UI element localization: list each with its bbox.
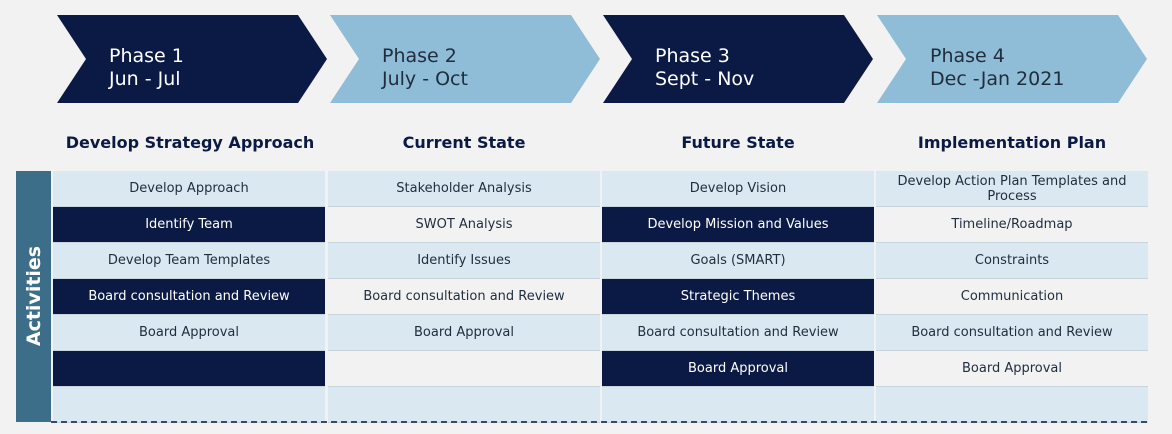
phase-1-label: Phase 1 Jun - Jul xyxy=(109,45,184,91)
activity-cell: Board Approval xyxy=(876,351,1148,387)
activity-column-3: Develop Vision Develop Mission and Values… xyxy=(602,171,874,423)
activity-cell: Communication xyxy=(876,279,1148,315)
empty-cell xyxy=(53,387,325,423)
phase-4-name: Phase 4 xyxy=(930,45,1005,67)
activity-cell: Board Approval xyxy=(328,315,600,351)
phase-3-dates: Sept - Nov xyxy=(655,68,755,90)
activity-cell: Develop Team Templates xyxy=(53,243,325,279)
activity-cell: Board Approval xyxy=(53,315,325,351)
activity-cell: Strategic Themes xyxy=(602,279,874,315)
phase-4-chevron xyxy=(877,15,1147,103)
activity-cell: Stakeholder Analysis xyxy=(328,171,600,207)
activity-cell: Identify Issues xyxy=(328,243,600,279)
activity-cell: Board Approval xyxy=(602,351,874,387)
empty-cell xyxy=(328,351,600,387)
empty-cell xyxy=(876,387,1148,423)
activity-cell: Board consultation and Review xyxy=(876,315,1148,351)
empty-cell xyxy=(328,387,600,423)
phase-3-label: Phase 3 Sept - Nov xyxy=(655,45,754,91)
activity-cell: Develop Approach xyxy=(53,171,325,207)
phase-2-label: Phase 2 July - Oct xyxy=(382,45,468,91)
empty-cell xyxy=(602,387,874,423)
column-title-current-state: Current State xyxy=(402,133,526,152)
activity-cell: Identify Team xyxy=(53,207,325,243)
activity-cell: Board consultation and Review xyxy=(602,315,874,351)
empty-cell xyxy=(53,351,325,387)
activity-column-1: Develop Approach Identify Team Develop Tea… xyxy=(53,171,325,423)
activity-cell: Develop Mission and Values xyxy=(602,207,874,243)
activity-cell: SWOT Analysis xyxy=(328,207,600,243)
activity-cell: Board consultation and Review xyxy=(328,279,600,315)
activity-cell: Board consultation and Review xyxy=(53,279,325,315)
phase-4-label: Phase 4 Dec -Jan 2021 xyxy=(930,45,1064,91)
phase-2-name: Phase 2 xyxy=(382,45,457,67)
phase-chevrons xyxy=(57,15,1147,103)
column-title-strategy: Develop Strategy Approach xyxy=(65,133,315,152)
phase-3-name: Phase 3 xyxy=(655,45,730,67)
phase-2-dates: July - Oct xyxy=(382,68,468,90)
activity-cell: Goals (SMART) xyxy=(602,243,874,279)
phase-3-chevron xyxy=(603,15,873,103)
phase-2-chevron xyxy=(330,15,600,103)
activity-column-2: Stakeholder Analysis SWOT Analysis Identif… xyxy=(328,171,600,423)
activity-column-4: Develop Action Plan Templates and Proces… xyxy=(876,171,1148,423)
activities-sidebar xyxy=(16,171,51,422)
phase-4-dates: Dec -Jan 2021 xyxy=(930,68,1065,90)
activity-cell: Timeline/Roadmap xyxy=(876,207,1148,243)
activity-cell: Constraints xyxy=(876,243,1148,279)
phase-1-chevron xyxy=(57,15,327,103)
column-title-implementation: Implementation Plan xyxy=(917,133,1107,152)
activity-cell: Develop Action Plan Templates and Proces… xyxy=(876,171,1148,207)
bottom-dashed-line xyxy=(51,421,1147,423)
activity-cell: Develop Vision xyxy=(602,171,874,207)
phase-1-dates: Jun - Jul xyxy=(109,68,181,90)
phase-1-name: Phase 1 xyxy=(109,45,184,67)
column-title-future-state: Future State xyxy=(681,133,795,152)
activities-label: Activities xyxy=(23,245,45,347)
